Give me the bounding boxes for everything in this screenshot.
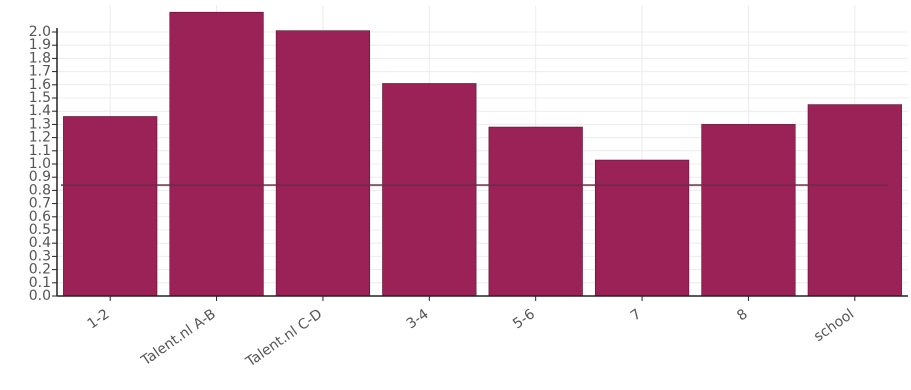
y-tick-label: 0.8	[29, 182, 51, 198]
x-tick-label: 3-4	[404, 306, 432, 332]
y-tick-label: 2.0	[29, 24, 51, 40]
y-tick-label: 1.0	[29, 156, 51, 172]
bar	[594, 159, 690, 297]
bar	[382, 83, 477, 297]
y-tick-label: 1.2	[29, 130, 51, 146]
bar	[488, 126, 583, 297]
x-tick-label: 8	[734, 306, 750, 324]
bar	[63, 116, 158, 297]
x-tick-label: Talent.nl C-D	[242, 306, 325, 371]
bar	[169, 11, 264, 297]
x-tick-label: school	[811, 306, 857, 345]
y-tick-label: 1.3	[29, 116, 51, 132]
x-tick-label: 5-6	[510, 306, 538, 332]
y-tick-label: 0.5	[29, 222, 51, 238]
y-tick-label: 1.7	[29, 64, 51, 80]
x-tick-label: 1-2	[85, 306, 113, 332]
y-tick-label: 0.3	[29, 248, 51, 264]
bar	[807, 104, 902, 297]
y-tick-label: 1.8	[29, 50, 51, 66]
x-tick-label: Talent.nl A-B	[138, 306, 219, 369]
y-tick-label: 1.9	[29, 37, 51, 53]
y-tick-label: 0.4	[29, 235, 51, 251]
y-tick-label: 0.0	[29, 288, 51, 304]
y-tick-label: 0.6	[29, 209, 51, 225]
y-tick-label: 0.7	[29, 196, 51, 212]
bar	[275, 30, 371, 297]
y-tick-label: 0.9	[29, 169, 51, 185]
y-tick-label: 1.1	[29, 143, 51, 159]
bar	[701, 124, 796, 297]
x-tick-label: 7	[628, 306, 644, 324]
y-tick-label: 1.5	[29, 90, 51, 106]
y-tick-label: 1.4	[29, 103, 51, 119]
y-tick-label: 1.6	[29, 77, 51, 93]
y-tick-label: 0.1	[29, 275, 51, 291]
y-tick-label: 0.2	[29, 262, 51, 278]
